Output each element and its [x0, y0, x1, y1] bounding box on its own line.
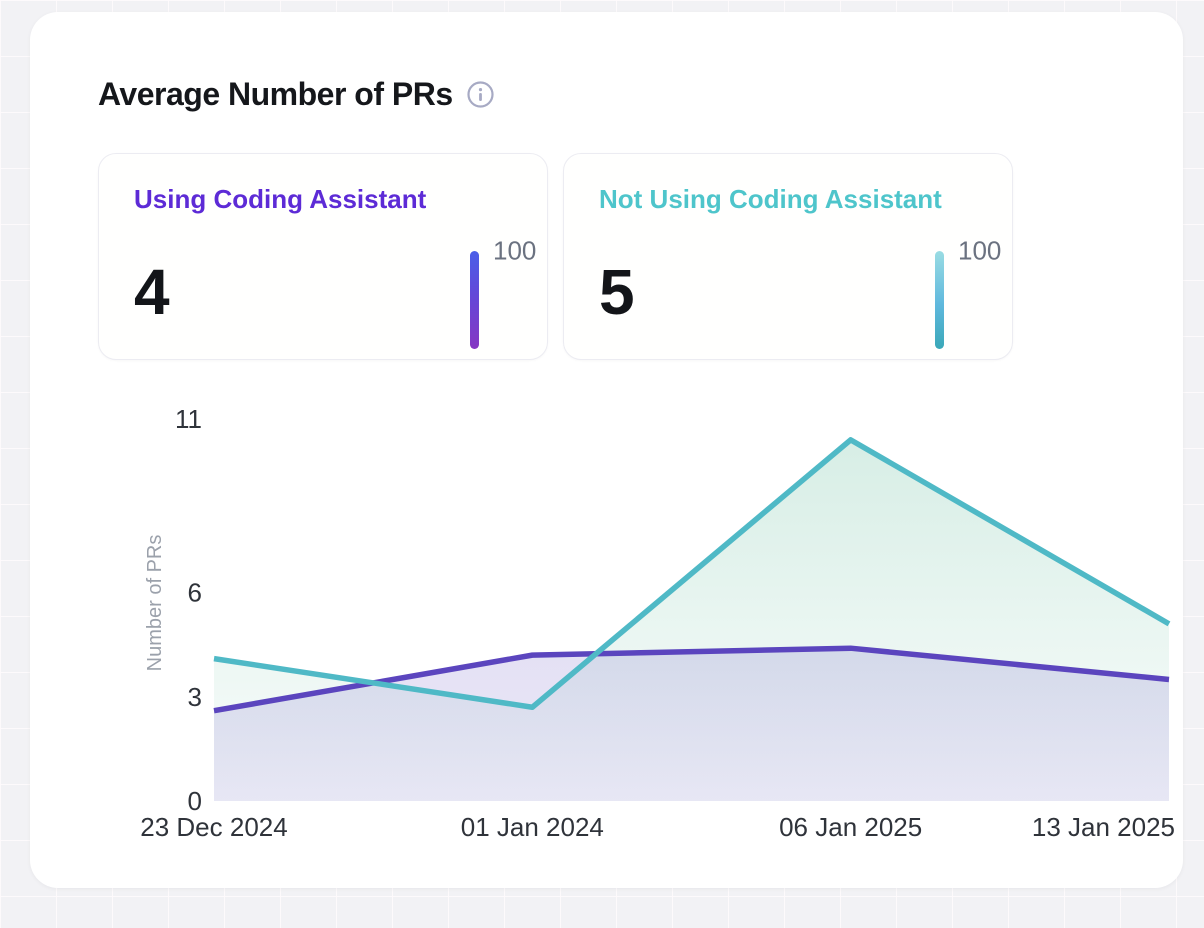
- stat-label: Using Coding Assistant: [134, 184, 427, 214]
- y-axis-title: Number of PRs: [144, 535, 166, 672]
- x-tick-label: 13 Jan 2025: [1032, 812, 1175, 842]
- stat-value: 5: [599, 256, 635, 328]
- gradient-scale-bar: [470, 251, 479, 349]
- info-icon[interactable]: [467, 81, 494, 108]
- series-area-0: [214, 648, 1169, 801]
- gradient-scale-bar: [935, 251, 944, 349]
- stat-card-not-using-assistant: Not Using Coding Assistant 5 100: [563, 153, 1013, 360]
- y-tick-label: 3: [188, 682, 202, 712]
- dashboard-card: Average Number of PRs Using Coding Assis…: [30, 12, 1183, 888]
- scale-max-label: 100: [493, 235, 537, 266]
- stat-value: 4: [134, 256, 170, 328]
- series-line-1[interactable]: [213, 437, 1171, 710]
- x-tick-label: 01 Jan 2024: [461, 812, 604, 842]
- stat-label: Not Using Coding Assistant: [599, 184, 942, 214]
- y-tick-label: 6: [188, 578, 202, 608]
- page-title: Average Number of PRs: [98, 76, 453, 112]
- x-tick-label: 06 Jan 2025: [779, 812, 922, 842]
- y-tick-label: 11: [175, 404, 202, 434]
- scale-max-label: 100: [958, 235, 1002, 266]
- y-tick-label: 0: [188, 786, 202, 816]
- chart-header: Average Number of PRs: [98, 76, 494, 113]
- stat-card-using-assistant: Using Coding Assistant 4 100: [98, 153, 548, 360]
- line-chart[interactable]: 11 6 3 0 23 Dec 2024 01 Jan 2024 06 Jan …: [30, 12, 1204, 928]
- x-tick-label: 23 Dec 2024: [140, 812, 287, 842]
